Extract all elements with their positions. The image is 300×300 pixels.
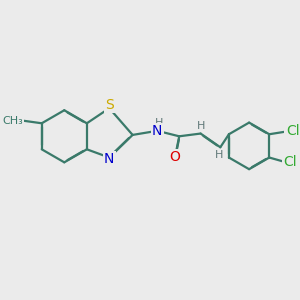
Text: H: H	[215, 150, 223, 160]
Text: N: N	[104, 152, 115, 166]
Text: H: H	[154, 118, 163, 128]
Text: CH₃: CH₃	[3, 116, 23, 125]
Text: Cl: Cl	[286, 124, 299, 139]
Text: O: O	[170, 150, 181, 164]
Text: N: N	[152, 124, 163, 138]
Text: H: H	[196, 121, 205, 131]
Text: Cl: Cl	[283, 154, 297, 169]
Text: S: S	[105, 98, 114, 112]
